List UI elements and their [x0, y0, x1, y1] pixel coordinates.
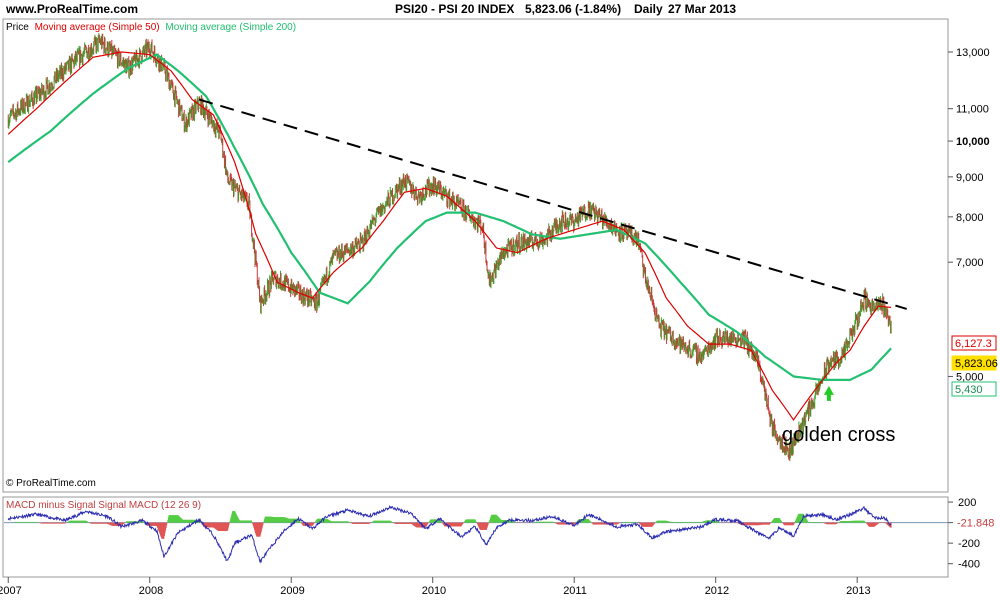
golden-cross-arrow-icon — [823, 385, 834, 401]
x-tick-label: 2009 — [280, 585, 304, 597]
macd-title: MACD minus Signal Signal MACD (12 26 9) — [6, 500, 201, 511]
chart-title: PSI20 - PSI 20 INDEX — [395, 2, 514, 16]
x-tick-label: 2011 — [563, 585, 587, 597]
price-y-tick-label: 13,000 — [956, 47, 990, 59]
macd-line — [7, 505, 892, 564]
macd-plot — [4, 505, 948, 564]
x-tick-label: 2010 — [422, 585, 446, 597]
svg-text:Price Moving average (Simp: Price Moving average (Simple 50) Moving … — [6, 22, 296, 33]
price-y-tick-label: 10,000 — [956, 136, 990, 148]
legend-price: Price — [6, 22, 29, 33]
date-label: 27 Mar 2013 — [668, 2, 736, 16]
x-tick-label: 2012 — [705, 585, 729, 597]
x-tick-label: 2008 — [139, 585, 163, 597]
macd-y-tick-label: 200 — [958, 497, 976, 509]
price-y-tick-label: 9,000 — [956, 172, 984, 184]
macd-y-tick-label: -200 — [958, 538, 980, 550]
golden-cross-annotation: golden cross — [782, 424, 895, 446]
legend-ma50: Moving average (Simple 50) — [35, 22, 160, 33]
price-last-label: 5,823.06 — [955, 358, 998, 370]
price-plot — [7, 33, 907, 462]
x-axis: 2007 2008 2009 2010 2011 2012 2013 — [0, 577, 871, 597]
price-panel-frame — [2, 18, 949, 493]
macd-y-axis: 200 -200 -400 -21.848 — [948, 497, 994, 571]
macd-y-tick-label: -400 — [958, 559, 980, 571]
macd-last-label: -21.848 — [957, 518, 994, 530]
price-y-tick-label: 5,000 — [956, 371, 984, 383]
copyright-label: © ProRealTime.com — [6, 478, 96, 489]
ma200-line — [7, 53, 892, 381]
price-y-tick-label: 8,000 — [956, 212, 984, 224]
ma50-line — [7, 51, 892, 421]
ma200-last-label-box — [951, 381, 997, 397]
x-tick-label: 2007 — [0, 585, 22, 597]
site-label[interactable]: www.ProRealTime.com — [5, 2, 138, 16]
price-y-axis: 5,000 7,000 8,000 9,000 10,000 11,000 13,000 — [948, 47, 990, 383]
x-tick-label: 2013 — [846, 585, 870, 597]
ma50-last-label: 6,127.3 — [955, 338, 992, 350]
macd-panel-frame — [2, 496, 949, 578]
price-y-tick-label: 11,000 — [956, 104, 989, 116]
period-label: Daily — [634, 2, 663, 16]
ma50-last-label-box — [951, 335, 997, 351]
ma200-last-label: 5,430 — [955, 384, 983, 396]
price-last-labels: 6,127.3 5,823.06 5,430 — [951, 335, 998, 397]
price-last-label-box — [951, 355, 997, 371]
price-y-tick-label: 7,000 — [956, 257, 984, 269]
trendline — [198, 98, 907, 310]
quote-value: 5,823.06 (-1.84%) — [525, 2, 621, 16]
legend-ma200: Moving average (Simple 200) — [165, 22, 296, 33]
